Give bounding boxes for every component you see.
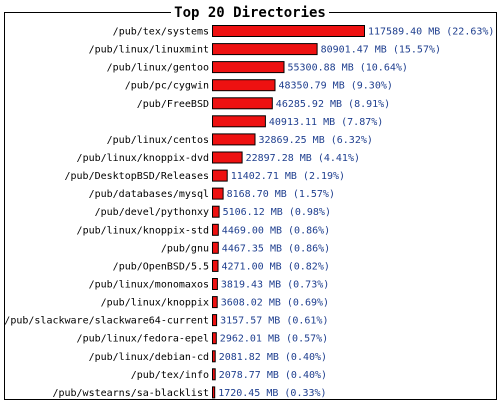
- value-label: 1720.45 MB (0.33%): [218, 388, 326, 399]
- bar: [212, 223, 219, 236]
- category-label: /pub/pc/cygwin: [125, 81, 209, 92]
- bar: [212, 259, 219, 272]
- chart-title: Top 20 Directories: [0, 4, 500, 22]
- value-label: 8168.70 MB (1.57%): [227, 189, 335, 200]
- value-label: 5106.12 MB (0.98%): [223, 207, 331, 218]
- category-label: /pub/linux/knoppix-std: [77, 225, 209, 236]
- value-label: 2081.82 MB (0.40%): [219, 352, 327, 363]
- bar: [212, 151, 243, 164]
- value-label: 117589.40 MB (22.63%): [368, 27, 494, 38]
- category-label: /pub/devel/pythonxy: [95, 207, 209, 218]
- bar: [212, 187, 224, 200]
- category-label: /pub/databases/mysql: [89, 189, 209, 200]
- chart-title-text: Top 20 Directories: [171, 5, 329, 21]
- bar: [212, 97, 273, 110]
- value-label: 80901.47 MB (15.57%): [321, 45, 441, 56]
- value-label: 4271.00 MB (0.82%): [222, 261, 330, 272]
- bar: [212, 241, 219, 254]
- bar: [212, 296, 218, 309]
- bar: [212, 314, 218, 327]
- value-label: 48350.79 MB (9.30%): [279, 81, 393, 92]
- category-label: /pub/linux/fedora-epel: [77, 334, 209, 345]
- bar: [212, 169, 228, 182]
- bar: [212, 368, 216, 381]
- bar: [212, 332, 217, 345]
- bar: [212, 61, 285, 74]
- value-label: 3608.02 MB (0.69%): [221, 298, 329, 309]
- bar: [212, 43, 318, 56]
- value-label: 4467.35 MB (0.86%): [222, 243, 330, 254]
- value-label: 4469.00 MB (0.86%): [222, 225, 330, 236]
- value-label: 55300.88 MB (10.64%): [288, 63, 408, 74]
- value-label: 32869.25 MB (6.32%): [259, 135, 373, 146]
- category-label: /pub/DesktopBSD/Releases: [65, 171, 210, 182]
- category-label: /pub/wstearns/sa-blacklist: [52, 388, 209, 399]
- value-label: 3819.43 MB (0.73%): [221, 279, 329, 290]
- category-label: /pub/linux/monomaxos: [89, 279, 209, 290]
- value-label: 46285.92 MB (8.91%): [276, 99, 390, 110]
- bar: [212, 115, 266, 128]
- bar: [212, 386, 216, 399]
- bar: [212, 133, 256, 146]
- bar: [212, 205, 220, 218]
- category-label: /pub/linux/debian-cd: [89, 352, 209, 363]
- bar: [212, 79, 276, 92]
- category-label: /pub/FreeBSD: [137, 99, 209, 110]
- value-label: 2078.77 MB (0.40%): [219, 370, 327, 381]
- bar: [212, 278, 218, 290]
- value-label: 22897.28 MB (4.41%): [246, 153, 360, 164]
- category-label: /pub/linux/knoppix: [101, 298, 209, 309]
- value-label: 40913.11 MB (7.87%): [269, 117, 383, 128]
- value-label: 11402.71 MB (2.19%): [231, 171, 345, 182]
- category-label: /pub/linux/knoppix-dvd: [77, 153, 209, 164]
- category-label: /pub/slackware/slackware64-current: [4, 316, 209, 327]
- bar: [212, 350, 216, 363]
- category-label: /pub/tex/systems: [113, 27, 209, 38]
- value-label: 3157.57 MB (0.61%): [220, 316, 328, 327]
- bar: [212, 25, 365, 37]
- category-label: /pub/linux/gentoo: [107, 63, 209, 74]
- category-label: /pub/linux/centos: [107, 135, 209, 146]
- category-label: /pub/OpenBSD/5.5: [113, 261, 209, 272]
- category-label: /pub/linux/linuxmint: [89, 45, 209, 56]
- category-label: /pub/gnu: [161, 243, 209, 254]
- value-label: 2962.01 MB (0.57%): [220, 334, 328, 345]
- category-label: /pub/tex/info: [131, 370, 209, 381]
